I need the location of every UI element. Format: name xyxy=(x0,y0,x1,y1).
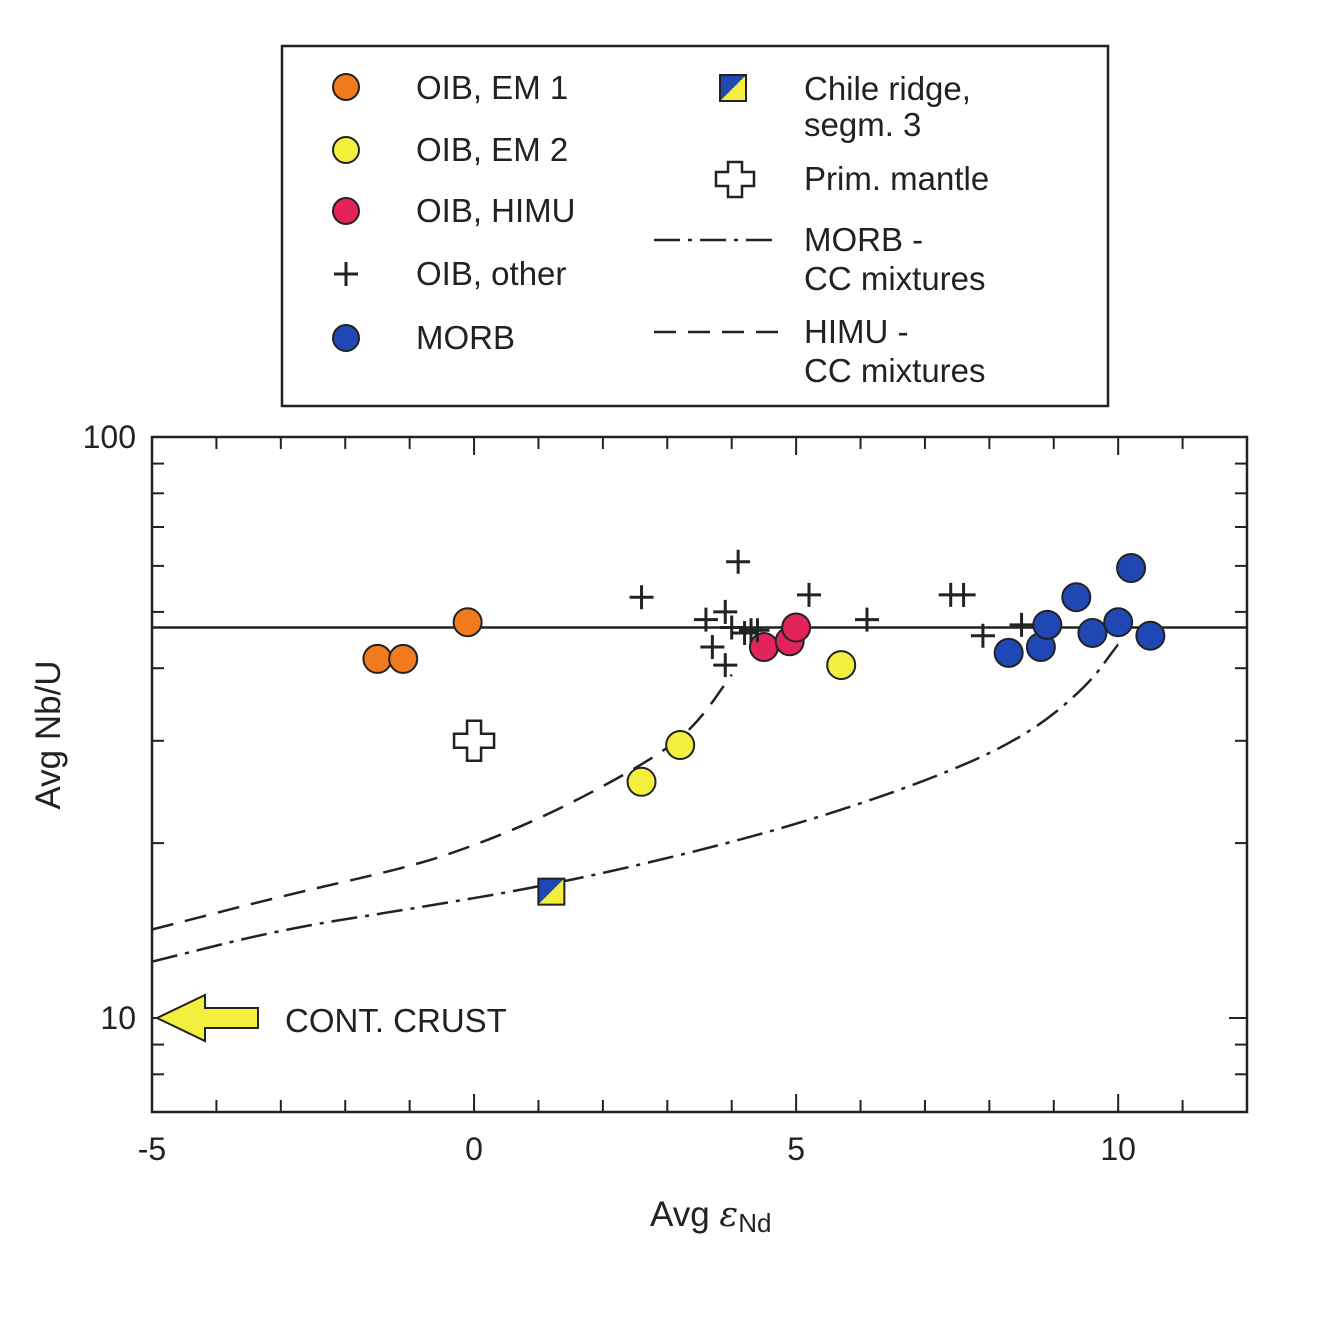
point-morb xyxy=(1103,607,1134,638)
point-oib-em-1 xyxy=(362,643,393,674)
legend-item-himu-cc: HIMU - CC mixtures xyxy=(654,313,986,389)
legend-item-oib-em2: OIB, EM 2 xyxy=(332,131,568,168)
legend-item-chile-ridge: Chile ridge, segm. 3 xyxy=(719,70,971,143)
point-morb xyxy=(1135,620,1166,651)
point-oib-em-2 xyxy=(826,650,857,681)
point-oib-other xyxy=(719,615,744,640)
point-oib-other xyxy=(693,607,718,632)
point-oib-em-1 xyxy=(388,643,419,674)
y-tick-label: 10 xyxy=(100,1000,136,1036)
legend-item-oib-himu: OIB, HIMU xyxy=(332,192,576,229)
point-oib-other xyxy=(726,549,751,574)
point-morb xyxy=(1032,609,1063,640)
legend-label-himu-cc-line1: HIMU - xyxy=(804,313,908,350)
curve-morb-cc-mixtures xyxy=(151,643,1120,963)
x-tick-label: -5 xyxy=(138,1131,166,1167)
point-oib-other xyxy=(854,607,879,632)
axis-tick-labels: -5 0 5 10 10 100 xyxy=(83,419,1136,1167)
point-morb xyxy=(1116,553,1147,584)
data-points xyxy=(362,549,1166,906)
point-prim-mantle xyxy=(452,719,496,763)
legend-marker-oib-em2 xyxy=(332,136,360,164)
x-axis-label-main: Avg xyxy=(650,1195,719,1234)
legend-label-chile-ridge-line2: segm. 3 xyxy=(804,106,921,143)
legend-marker-morb xyxy=(332,324,360,352)
legend-marker-chile-ridge xyxy=(719,74,747,102)
cont-crust-annotation: CONT. CRUST xyxy=(154,993,507,1043)
point-oib-other xyxy=(970,623,995,648)
legend-item-prim-mantle: Prim. mantle xyxy=(714,160,989,199)
legend-label-morb-cc-line2: CC mixtures xyxy=(804,260,986,297)
point-oib-himu xyxy=(781,612,812,643)
legend: OIB, EM 1 OIB, EM 2 OIB, HIMU OIB, other… xyxy=(280,44,1110,408)
point-oib-em-2 xyxy=(665,730,696,761)
legend-item-morb-cc: MORB - CC mixtures xyxy=(654,221,986,297)
legend-marker-prim-mantle xyxy=(714,160,756,199)
point-oib-other xyxy=(713,653,738,678)
x-axis-label: Avg εNd xyxy=(650,1195,771,1238)
legend-label-oib-em2: OIB, EM 2 xyxy=(416,131,568,168)
point-oib-em-2 xyxy=(626,766,657,797)
legend-marker-oib-himu xyxy=(332,197,360,225)
x-axis-label-symbol: ε xyxy=(719,1195,738,1235)
cont-crust-label: CONT. CRUST xyxy=(285,1002,507,1039)
point-oib-other xyxy=(797,582,821,607)
plot-area: -5 0 5 10 10 100 CONT. CRUST xyxy=(83,419,1249,1167)
point-oib-other xyxy=(732,620,757,645)
curve-himu-cc-mixtures xyxy=(151,673,733,931)
point-morb xyxy=(1077,617,1108,648)
mixing-curves xyxy=(151,643,1120,963)
legend-marker-oib-other xyxy=(334,262,358,286)
point-oib-other xyxy=(951,582,976,607)
point-oib-other xyxy=(700,635,725,660)
point-morb xyxy=(993,637,1024,668)
x-tick-label: 10 xyxy=(1100,1131,1136,1167)
legend-label-morb: MORB xyxy=(416,319,515,356)
plot-frame xyxy=(150,435,1249,1114)
y-tick-label: 100 xyxy=(83,419,136,455)
legend-label-chile-ridge-line1: Chile ridge, xyxy=(804,70,971,107)
legend-label-oib-em1: OIB, EM 1 xyxy=(416,69,568,106)
legend-marker-oib-em1 xyxy=(332,73,360,101)
point-oib-em-1 xyxy=(452,607,483,638)
y-axis-label: Avg Nb/U xyxy=(29,660,68,809)
point-oib-other xyxy=(629,585,654,610)
x-axis-label-subscript: Nd xyxy=(738,1208,771,1238)
legend-item-oib-other: OIB, other xyxy=(334,255,566,292)
cont-crust-arrow-icon xyxy=(154,993,259,1043)
legend-item-morb: MORB xyxy=(332,319,515,356)
point-oib-himu xyxy=(748,632,779,663)
point-chile-ridge-segm-3 xyxy=(537,877,566,906)
legend-label-prim-mantle: Prim. mantle xyxy=(804,160,989,197)
legend-item-oib-em1: OIB, EM 1 xyxy=(332,69,568,106)
legend-label-himu-cc-line2: CC mixtures xyxy=(804,352,986,389)
x-tick-label: 5 xyxy=(787,1131,805,1167)
legend-label-oib-himu: OIB, HIMU xyxy=(416,192,576,229)
legend-label-morb-cc-line1: MORB - xyxy=(804,221,923,258)
legend-label-oib-other: OIB, other xyxy=(416,255,566,292)
point-oib-other xyxy=(1009,612,1034,637)
x-tick-label: 0 xyxy=(465,1131,483,1167)
point-oib-other xyxy=(713,599,738,624)
point-morb xyxy=(1061,582,1092,613)
point-oib-other xyxy=(745,618,770,643)
legend-frame xyxy=(280,44,1110,408)
